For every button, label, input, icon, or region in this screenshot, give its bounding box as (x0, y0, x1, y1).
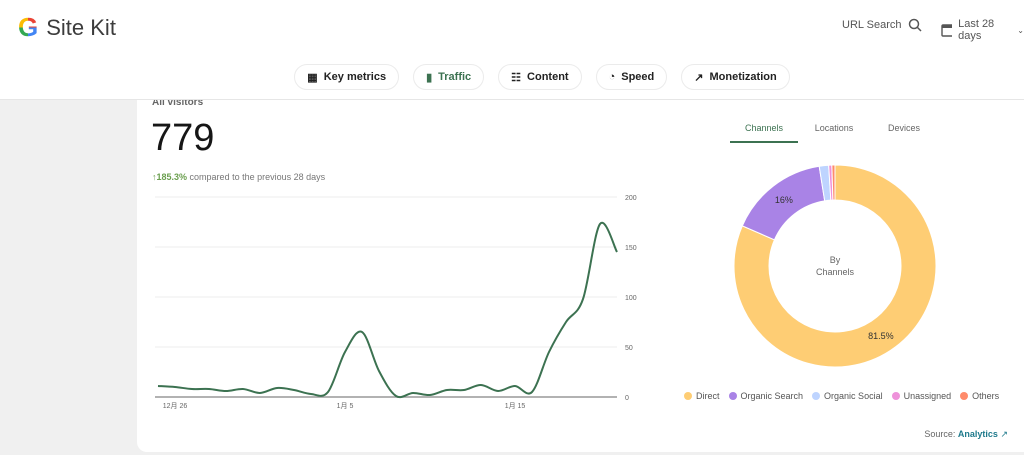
legend-item[interactable]: Organic Search (728, 391, 804, 401)
tab-key-metrics[interactable]: ▦ Key metrics (294, 64, 400, 90)
all-visitors-card: All visitors 779 ↑185.3% compared to the… (137, 95, 1024, 452)
y-tick-label: 50 (625, 345, 633, 352)
date-range-label: Last 28 days (958, 18, 995, 42)
legend-label: Direct (696, 391, 720, 401)
slice-label: 81.5% (868, 331, 894, 341)
analytics-link[interactable]: Analytics (957, 429, 998, 439)
legend-label: Others (972, 391, 1000, 401)
tab-label: Speed (621, 71, 655, 83)
chevron-down-icon: ⌄ (1017, 25, 1024, 35)
url-search-label: URL Search (842, 19, 902, 31)
change-value: 185.3% (156, 172, 188, 182)
x-tick-label: 12月 26 (163, 402, 188, 410)
legend-swatch (812, 392, 821, 400)
donut-legend: Direct Organic Search Organic Social Unassi… (684, 391, 999, 401)
legend-item[interactable]: Others (960, 391, 999, 401)
legend-item[interactable]: Unassigned (891, 391, 952, 401)
change-description: compared to the previous 28 days (189, 172, 326, 182)
site-kit-logo[interactable]: G Site Kit (18, 12, 116, 43)
y-tick-label: 0 (625, 395, 629, 402)
legend-swatch (684, 392, 692, 400)
visitors-series-line (157, 221, 618, 399)
tab-monetization[interactable]: ↗ Monetization (681, 64, 790, 90)
legend-swatch (728, 392, 737, 400)
change-up-icon: ↑ (152, 172, 157, 182)
grid-icon: ▦ (307, 71, 318, 84)
donut-center-label: Channels (816, 267, 855, 277)
slice-others[interactable] (831, 164, 836, 201)
slice-direct[interactable] (733, 164, 937, 368)
tab-speed[interactable]: ◔ Speed (595, 64, 668, 90)
legend-swatch (960, 392, 969, 400)
document-list-icon: ☷ (511, 71, 522, 84)
donut-center-label: By (830, 255, 841, 265)
url-search-button[interactable]: URL Search (842, 18, 922, 32)
tab-devices[interactable]: Devices (887, 123, 920, 133)
y-tick-label: 150 (625, 245, 637, 252)
tab-channels[interactable]: Channels (730, 123, 798, 143)
google-g-icon: G (18, 12, 39, 42)
x-tick-label: 1月 5 (337, 402, 354, 410)
tab-locations[interactable]: Locations (814, 123, 854, 133)
external-link-icon: ↗ (1000, 429, 1008, 439)
visitors-count: 779 (151, 117, 215, 159)
y-tick-label: 200 (625, 195, 637, 202)
y-tick-label: 100 (625, 295, 637, 302)
calendar-icon (941, 24, 953, 37)
speedometer-icon: ◔ (608, 71, 616, 83)
source-label: Source: (924, 429, 956, 439)
change-text: ↑185.3% compared to the previous 28 days (152, 172, 325, 182)
source-note: Source: Analytics ↗ (924, 429, 1008, 440)
tab-content[interactable]: ☷ Content (498, 64, 582, 90)
brand-name: Site Kit (46, 14, 116, 40)
tab-label: Content (527, 71, 569, 83)
legend-label: Organic Social (824, 391, 883, 401)
legend-swatch (891, 392, 900, 400)
channels-donut-chart: 81.5% 16% By Channels (733, 164, 937, 368)
date-range-select[interactable]: Last 28 days ⌄ (941, 18, 1024, 42)
slice-label: 16% (775, 195, 793, 205)
legend-item[interactable]: Direct (684, 391, 720, 401)
card-title: All visitors (152, 97, 204, 108)
dimension-tabs: Channels Locations Devices (730, 123, 940, 143)
x-tick-label: 1月 15 (505, 402, 526, 410)
search-icon (908, 18, 922, 32)
legend-item[interactable]: Organic Social (812, 391, 883, 401)
visitors-line-chart: 0 50 100 150 200 12月 26 1月 5 1月 15 (155, 195, 637, 410)
trending-up-icon: ↗ (694, 71, 704, 84)
header: G Site Kit URL Search Last 28 days ⌄ ▦ Ke… (0, 0, 1024, 100)
legend-label: Organic Search (740, 391, 804, 401)
tab-label: Key metrics (323, 71, 387, 83)
tab-label: Traffic (438, 71, 472, 83)
bar-chart-icon: ▮ (426, 71, 433, 84)
tab-label: Monetization (709, 71, 777, 83)
tab-traffic[interactable]: ▮ Traffic (413, 64, 485, 90)
legend-label: Unassigned (903, 391, 952, 401)
nav-tabs: ▦ Key metrics ▮ Traffic ☷ Content ◔ Speed ↗ Monet… (0, 64, 1024, 90)
